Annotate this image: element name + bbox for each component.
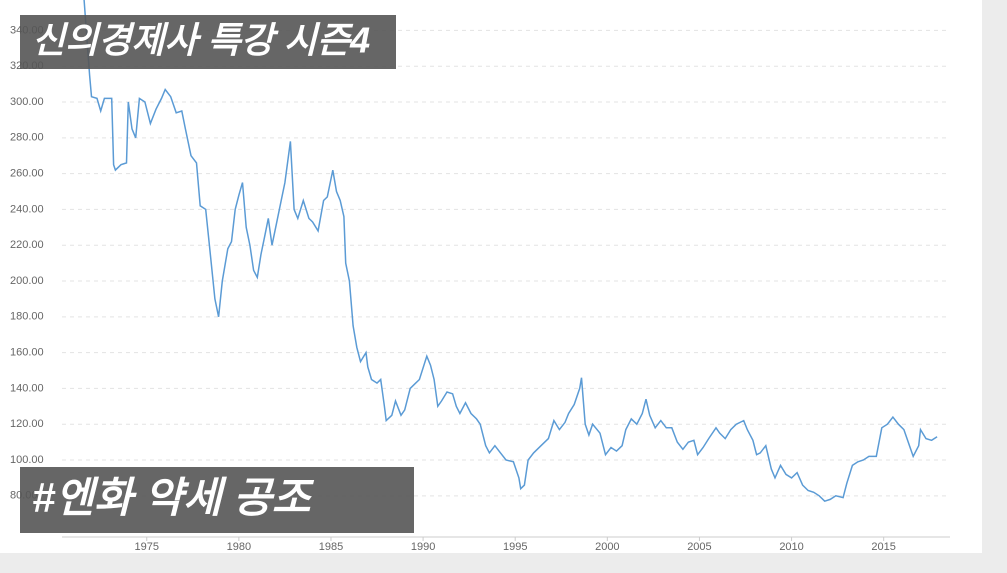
y-tick-label: 200.00 [10, 275, 44, 287]
caption: #엔화 약세 공조 [32, 474, 315, 521]
plot [83, 0, 938, 503]
x-tick-label: 2005 [687, 541, 711, 553]
x-tick-label: 2010 [779, 541, 803, 553]
y-tick-label: 100.00 [10, 454, 44, 466]
y-tick-label: 240.00 [10, 203, 44, 215]
y-tick-label: 140.00 [10, 382, 44, 394]
x-tick-label: 2000 [595, 541, 619, 553]
y-tick-label: 160.00 [10, 347, 44, 359]
y-tick-label: 220.00 [10, 239, 44, 251]
caption: 신의경제사 특강 시즌4 [32, 20, 370, 61]
caption-box [20, 467, 414, 533]
line [83, 0, 938, 503]
y-tick-label: 280.00 [10, 132, 44, 144]
caption-box [20, 15, 396, 69]
x-tick-label: 1980 [227, 541, 251, 553]
x-tick-label: 2015 [871, 541, 895, 553]
x-tick-label: 1975 [135, 541, 159, 553]
y-tick-label: 180.00 [10, 311, 44, 323]
x-tick-label: 1985 [319, 541, 343, 553]
y-tick-label: 300.00 [10, 96, 44, 108]
x-tick-label: 1995 [503, 541, 527, 553]
y-tick-label: 120.00 [10, 418, 44, 430]
x-tick-label: 1990 [411, 541, 435, 553]
y-tick-label: 260.00 [10, 168, 44, 180]
